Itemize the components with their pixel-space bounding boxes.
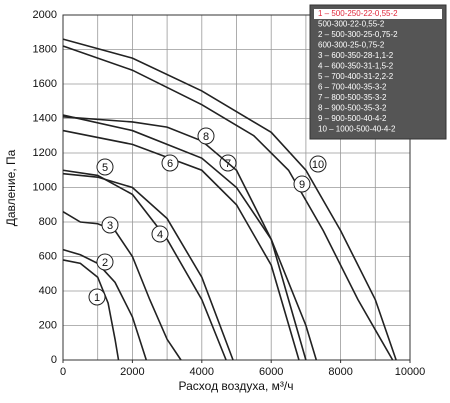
x-tick-label: 0 (60, 366, 66, 378)
curve-label: 5 (102, 162, 108, 174)
legend-item: 3 – 600-350-28-1,1-2 (318, 51, 394, 60)
curve (62, 248, 148, 361)
curve-label-circle (96, 158, 114, 176)
legend-item: 5 – 700-400-31-2,2-2 (318, 72, 394, 81)
y-axis-title: Давление, Па (4, 149, 18, 226)
curve-label: 10 (312, 159, 324, 171)
x-tick-label: 10000 (395, 366, 426, 378)
y-tick-label: 1800 (33, 43, 57, 55)
y-tick-label: 1200 (33, 147, 57, 159)
y-tick-label: 600 (39, 250, 57, 262)
legend-item: 6 – 700-400-35-3-2 (318, 83, 387, 92)
curve (62, 45, 394, 361)
y-tick-label: 800 (39, 216, 57, 228)
curve (62, 169, 227, 361)
x-axis-title: Расход воздуха, м³/ч (179, 379, 294, 393)
legend-item: 7 – 800-500-35-3-2 (318, 93, 387, 102)
y-tick-label: 1000 (33, 181, 57, 193)
curve-label: 1 (94, 292, 100, 304)
legend-box (309, 4, 447, 140)
x-tick-label: 6000 (259, 366, 283, 378)
curve (62, 114, 318, 361)
curve-label-circle (96, 253, 114, 271)
legend-item: 500-300-22-0,55-2 (318, 20, 385, 29)
curve-label: 6 (167, 158, 173, 170)
x-tick-label: 8000 (328, 366, 352, 378)
curve (62, 129, 300, 361)
y-tick-label: 200 (39, 319, 57, 331)
y-tick-label: 1400 (33, 112, 57, 124)
curve (62, 259, 120, 361)
curve (62, 38, 397, 361)
y-tick-label: 0 (51, 354, 57, 366)
legend-item: 600-300-25-0,75-2 (318, 41, 385, 50)
curve (62, 172, 234, 361)
curve-label: 2 (102, 257, 108, 269)
legend-item: 8 – 900-500-35-3-2 (318, 104, 387, 113)
legend-item: 1 – 500-250-22-0,55-2 (318, 9, 398, 18)
curve-label-circle (88, 288, 106, 306)
legend-item: 9 – 900-500-40-4-2 (318, 114, 387, 123)
curve-label-circle (309, 155, 327, 173)
curve (62, 210, 182, 361)
curve-label-circle (161, 154, 179, 172)
curve-label-circle (151, 225, 169, 243)
curve-label: 4 (157, 229, 163, 241)
curve-label: 8 (203, 131, 209, 143)
x-tick-label: 2000 (120, 366, 144, 378)
curve-label-circle (101, 216, 119, 234)
legend-item: 2 – 500-300-25-0,75-2 (318, 30, 398, 39)
y-tick-label: 400 (39, 285, 57, 297)
legend-item: 10 – 1000-500-40-4-2 (318, 125, 396, 134)
curve-label: 3 (107, 220, 113, 232)
legend-highlight (314, 9, 442, 19)
y-tick-label: 2000 (33, 9, 57, 21)
plot-frame (62, 14, 411, 361)
y-tick-label: 1600 (33, 78, 57, 90)
curve-label: 9 (299, 179, 305, 191)
x-tick-label: 4000 (190, 366, 214, 378)
legend-item: 4 – 600-350-31-1,5-2 (318, 62, 394, 71)
curve-label-circle (293, 175, 311, 193)
curve-label-circle (197, 127, 215, 145)
